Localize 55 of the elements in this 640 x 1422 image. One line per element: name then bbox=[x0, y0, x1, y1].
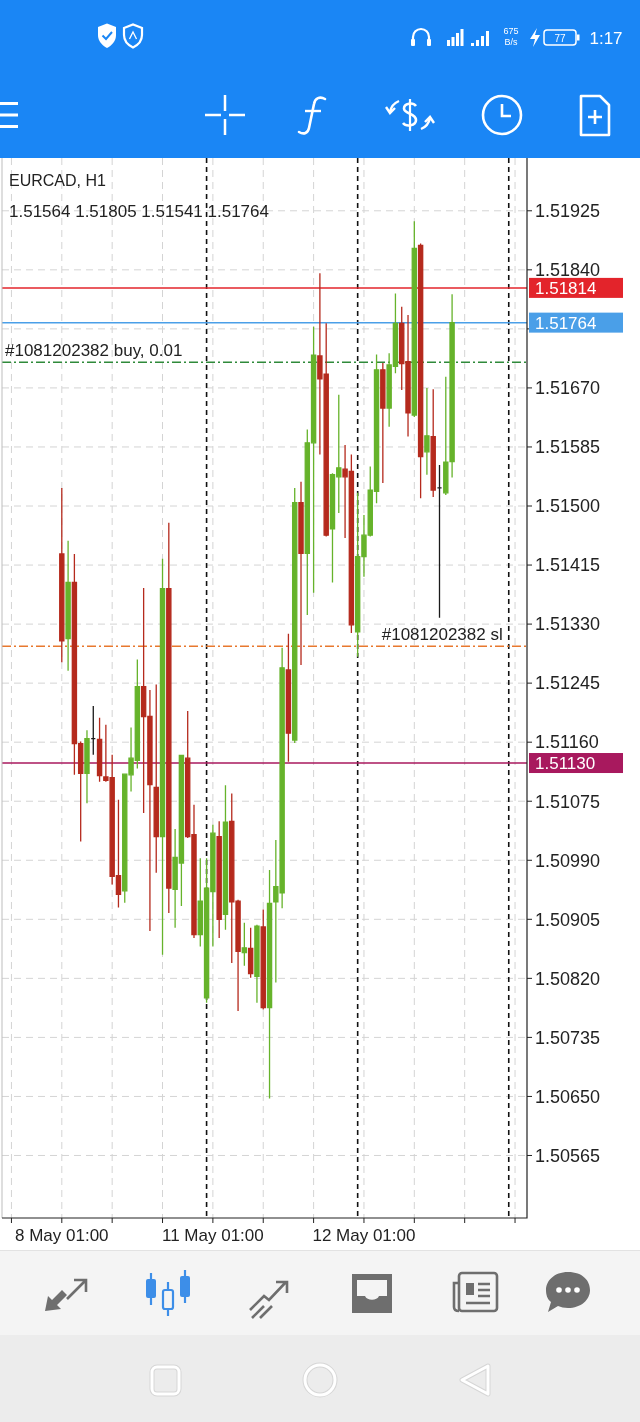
y-tick-label: 1.51245 bbox=[535, 673, 601, 694]
y-tick-label: 1.51075 bbox=[535, 791, 601, 812]
candlestick bbox=[298, 481, 304, 666]
candlestick bbox=[241, 922, 248, 967]
ref-line-label: 1.51814 bbox=[535, 278, 597, 298]
ref-line-label: 1.51130 bbox=[535, 753, 596, 773]
x-tick-label: 11 May 01:00 bbox=[162, 1226, 264, 1245]
candlestick bbox=[84, 729, 90, 804]
y-tick-label: 1.50735 bbox=[535, 1027, 601, 1048]
candlestick bbox=[65, 540, 71, 672]
y-tick-label: 1.51585 bbox=[535, 437, 601, 458]
y-tick-label: 1.51330 bbox=[535, 614, 601, 635]
text: EURCAD, H1 bbox=[9, 172, 107, 189]
candlestick bbox=[291, 487, 298, 744]
candlestick bbox=[166, 522, 172, 914]
candlestick bbox=[59, 487, 65, 663]
candlestick bbox=[380, 362, 386, 484]
candlestick bbox=[266, 869, 273, 1100]
y-tick-label: 1.51160 bbox=[535, 732, 599, 753]
x-tick-label: 12 May 01:00 bbox=[312, 1226, 416, 1245]
candlestick bbox=[90, 705, 96, 756]
text: 675 bbox=[503, 26, 519, 36]
y-tick-label: 1.51925 bbox=[535, 201, 601, 222]
x-tick-label: 8 May 01:00 bbox=[15, 1226, 109, 1245]
candlestick bbox=[449, 293, 455, 479]
y-tick-label: 1.51840 bbox=[535, 260, 601, 281]
candlestick bbox=[411, 220, 418, 418]
candlestick bbox=[222, 784, 229, 931]
ref-line-label: 1.51764 bbox=[535, 313, 597, 333]
text: 77 bbox=[554, 33, 566, 44]
y-tick-label: 1.50905 bbox=[535, 909, 601, 930]
text: 1:17 bbox=[589, 29, 623, 48]
candlestick bbox=[436, 464, 443, 619]
candlestick bbox=[443, 376, 449, 496]
candlestick bbox=[285, 633, 292, 763]
ref-line-label: #1081202382 sl bbox=[381, 625, 503, 645]
y-tick-label: 1.51415 bbox=[535, 555, 601, 576]
candlestick bbox=[96, 717, 103, 783]
candlestick bbox=[216, 820, 222, 939]
y-tick-label: 1.50565 bbox=[535, 1145, 601, 1166]
y-tick-label: 1.51500 bbox=[535, 496, 601, 517]
text: 1.51564 1.51805 1.51541 1.51764 bbox=[9, 202, 269, 221]
candlestick bbox=[254, 924, 260, 1004]
text: B/s bbox=[504, 37, 518, 47]
y-tick-label: 1.50990 bbox=[535, 850, 601, 871]
candlestick bbox=[247, 927, 254, 979]
candlestick bbox=[430, 388, 436, 498]
y-tick-label: 1.50650 bbox=[535, 1086, 601, 1107]
y-tick-label: 1.50820 bbox=[535, 968, 601, 989]
y-tick-label: 1.51670 bbox=[535, 378, 601, 399]
ref-line-label: #1081202382 buy, 0.01 bbox=[5, 341, 183, 361]
candlestick bbox=[424, 387, 430, 476]
candlestick bbox=[417, 242, 424, 500]
candlestick bbox=[260, 908, 266, 1011]
candlestick bbox=[153, 683, 159, 874]
